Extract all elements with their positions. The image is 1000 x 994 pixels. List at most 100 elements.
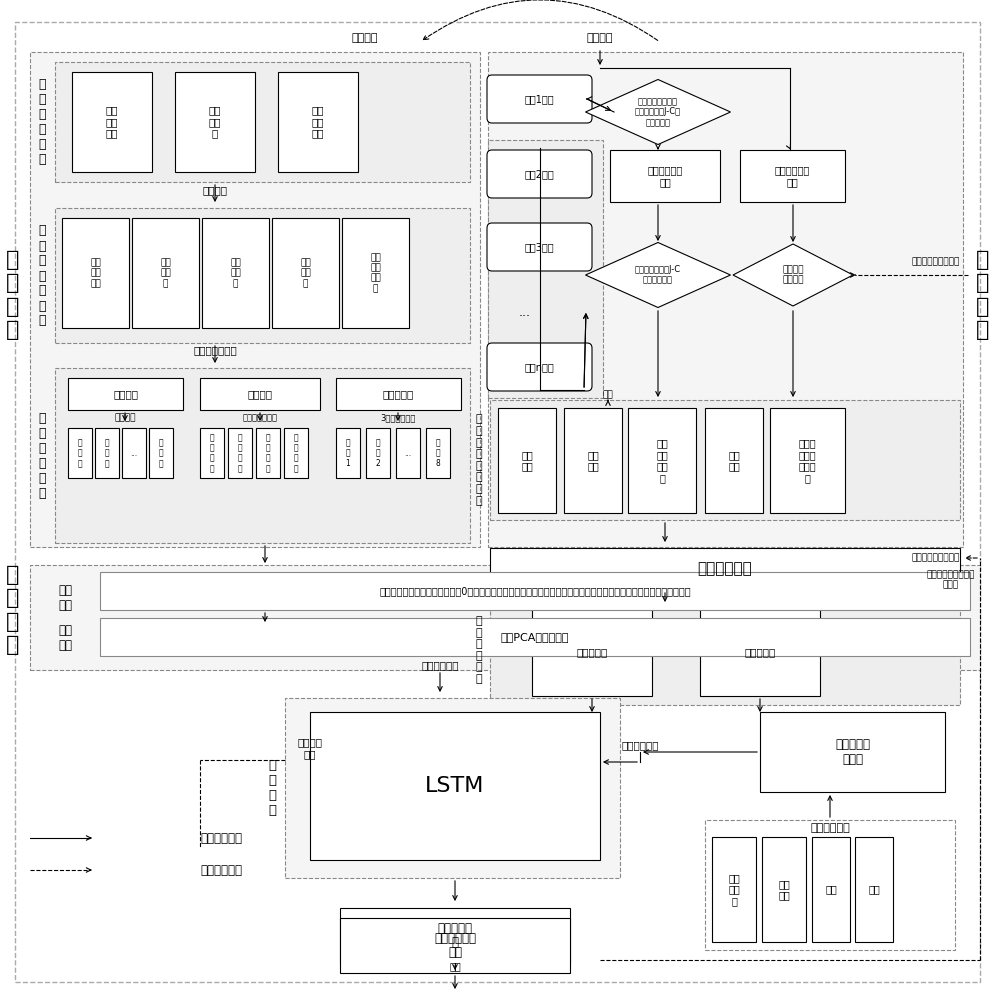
Text: 本构
模型: 本构 模型 <box>728 449 740 471</box>
Text: 异常
值去
除: 异常 值去 除 <box>230 258 241 288</box>
FancyBboxPatch shape <box>228 428 252 478</box>
Text: 状态2材料: 状态2材料 <box>525 169 554 179</box>
FancyBboxPatch shape <box>200 378 320 410</box>
FancyBboxPatch shape <box>487 150 592 198</box>
Text: 上一时刻刀具磨损量
预测值: 上一时刻刀具磨损量 预测值 <box>927 571 975 589</box>
FancyBboxPatch shape <box>62 218 129 328</box>
FancyBboxPatch shape <box>488 52 963 547</box>
Text: 振
动
信
号
采
集: 振 动 信 号 采 集 <box>38 78 46 166</box>
FancyBboxPatch shape <box>762 837 806 942</box>
Text: ...: ... <box>404 448 412 457</box>
Text: ...: ... <box>130 448 138 457</box>
Text: 信
号
特
征
提
取: 信 号 特 征 提 取 <box>38 412 46 500</box>
Text: 模
型
训
练: 模 型 训 练 <box>268 759 276 817</box>
Text: 最
大
值: 最 大 值 <box>78 438 82 468</box>
FancyBboxPatch shape <box>488 140 603 398</box>
Text: 二维切削仿真: 二维切削仿真 <box>698 562 752 577</box>
Text: 仿
真
特
征
提
取: 仿 真 特 征 提 取 <box>476 616 482 684</box>
FancyBboxPatch shape <box>30 565 980 670</box>
Text: 初始材料: 初始材料 <box>587 33 613 43</box>
FancyBboxPatch shape <box>284 428 308 478</box>
Text: 节
点
2: 节 点 2 <box>376 438 380 468</box>
FancyBboxPatch shape <box>100 572 970 610</box>
FancyBboxPatch shape <box>426 428 450 478</box>
Text: 频
率
方
差: 频 率 方 差 <box>294 433 298 473</box>
FancyBboxPatch shape <box>336 428 360 478</box>
FancyBboxPatch shape <box>55 62 470 182</box>
FancyBboxPatch shape <box>202 218 269 328</box>
Text: 支架: 支架 <box>825 885 837 895</box>
Text: 原
始
信
号
预
处
理: 原 始 信 号 预 处 理 <box>38 225 46 327</box>
Text: 输出: 输出 <box>449 961 461 971</box>
Text: 峰
峰
值: 峰 峰 值 <box>159 438 163 468</box>
Text: ...: ... <box>519 306 531 319</box>
Text: 刀具磨损量预
测值: 刀具磨损量预 测值 <box>434 931 476 959</box>
FancyBboxPatch shape <box>610 150 720 202</box>
FancyBboxPatch shape <box>340 908 570 963</box>
Text: 光源: 光源 <box>868 885 880 895</box>
FancyBboxPatch shape <box>564 408 622 513</box>
Text: 仿
真
模
型
参
数
输
入: 仿 真 模 型 参 数 输 入 <box>476 414 482 506</box>
Text: 快速傅里叶变换: 快速傅里叶变换 <box>242 414 278 422</box>
FancyBboxPatch shape <box>396 428 420 478</box>
FancyBboxPatch shape <box>30 52 480 547</box>
FancyArrowPatch shape <box>423 0 658 41</box>
FancyBboxPatch shape <box>15 22 980 982</box>
FancyBboxPatch shape <box>272 218 339 328</box>
FancyBboxPatch shape <box>175 72 255 172</box>
FancyBboxPatch shape <box>487 343 592 391</box>
FancyBboxPatch shape <box>68 378 183 410</box>
FancyBboxPatch shape <box>855 837 893 942</box>
Text: LSTM: LSTM <box>425 776 485 796</box>
Text: 状态n材料: 状态n材料 <box>525 362 554 372</box>
Text: 输入测试
数据: 输入测试 数据 <box>298 738 322 758</box>
FancyBboxPatch shape <box>498 408 556 513</box>
Text: 信号
采集
软件: 信号 采集 软件 <box>312 105 324 138</box>
Polygon shape <box>733 244 853 306</box>
FancyBboxPatch shape <box>310 712 600 860</box>
FancyBboxPatch shape <box>770 408 845 513</box>
Text: 上一时刻刀具磨损量: 上一时刻刀具磨损量 <box>912 554 960 563</box>
FancyBboxPatch shape <box>366 428 390 478</box>
FancyBboxPatch shape <box>55 208 470 343</box>
Text: 原始信号: 原始信号 <box>202 185 228 195</box>
FancyBboxPatch shape <box>256 428 280 478</box>
Polygon shape <box>586 243 730 307</box>
Text: 更新后
的刀具
几何形
状: 更新后 的刀具 几何形 状 <box>799 438 816 483</box>
Text: 状态3材料: 状态3材料 <box>525 242 554 252</box>
Text: 仿
真
特
征: 仿 真 特 征 <box>976 250 990 340</box>
Text: 输入训练数据: 输入训练数据 <box>421 660 459 670</box>
FancyBboxPatch shape <box>490 548 960 590</box>
FancyBboxPatch shape <box>532 608 652 696</box>
FancyBboxPatch shape <box>740 150 845 202</box>
Text: 刀具几何
形状处理: 刀具几何 形状处理 <box>782 265 804 284</box>
Text: 状态1材料: 状态1材料 <box>525 94 554 104</box>
FancyBboxPatch shape <box>132 218 199 328</box>
Text: 在位测量平台: 在位测量平台 <box>810 823 850 833</box>
FancyBboxPatch shape <box>628 408 696 513</box>
Text: 后刀面应力: 后刀面应力 <box>576 647 608 657</box>
Text: 切始刀具几何
形状: 切始刀具几何 形状 <box>775 165 810 187</box>
FancyBboxPatch shape <box>55 368 470 543</box>
FancyBboxPatch shape <box>487 75 592 123</box>
FancyBboxPatch shape <box>760 712 945 792</box>
Text: 时域分析: 时域分析 <box>114 414 136 422</box>
Text: 信号
采集
卡: 信号 采集 卡 <box>209 105 221 138</box>
FancyBboxPatch shape <box>487 223 592 271</box>
Text: 基于硬度实验的J-C
本构参数修正: 基于硬度实验的J-C 本构参数修正 <box>635 265 681 284</box>
Text: 振动
信号
去噪: 振动 信号 去噪 <box>90 258 101 288</box>
Text: 节
点
1: 节 点 1 <box>346 438 350 468</box>
Text: 特征
降维: 特征 降维 <box>58 624 72 652</box>
Text: 热物
理属
性参
数: 热物 理属 性参 数 <box>656 438 668 483</box>
Text: 输入训练标签: 输入训练标签 <box>621 740 659 750</box>
Text: 首先通过方差筛选，去掉方差为0或小于某阈值的特征。然后基于皮尔森系数做单调性排序后，提取出相关性强的特征。: 首先通过方差筛选，去掉方差为0或小于某阈值的特征。然后基于皮尔森系数做单调性排序… <box>379 586 691 596</box>
Text: 磨损预测过程: 磨损预测过程 <box>200 864 242 877</box>
Text: 基于拉伸、霍普金
森压杆实验的J-C本
构参数标定: 基于拉伸、霍普金 森压杆实验的J-C本 构参数标定 <box>635 97 681 127</box>
Text: 上一时刻刀具磨损量: 上一时刻刀具磨损量 <box>912 257 960 266</box>
Text: 得到预测模
型: 得到预测模 型 <box>438 921 473 949</box>
FancyBboxPatch shape <box>95 428 119 478</box>
Text: 稳定
削信
号提
取: 稳定 削信 号提 取 <box>370 252 381 293</box>
Text: 工业
相机: 工业 相机 <box>778 879 790 901</box>
Text: 工业
显微
镜: 工业 显微 镜 <box>728 873 740 907</box>
Text: 后刀面温度: 后刀面温度 <box>744 647 776 657</box>
